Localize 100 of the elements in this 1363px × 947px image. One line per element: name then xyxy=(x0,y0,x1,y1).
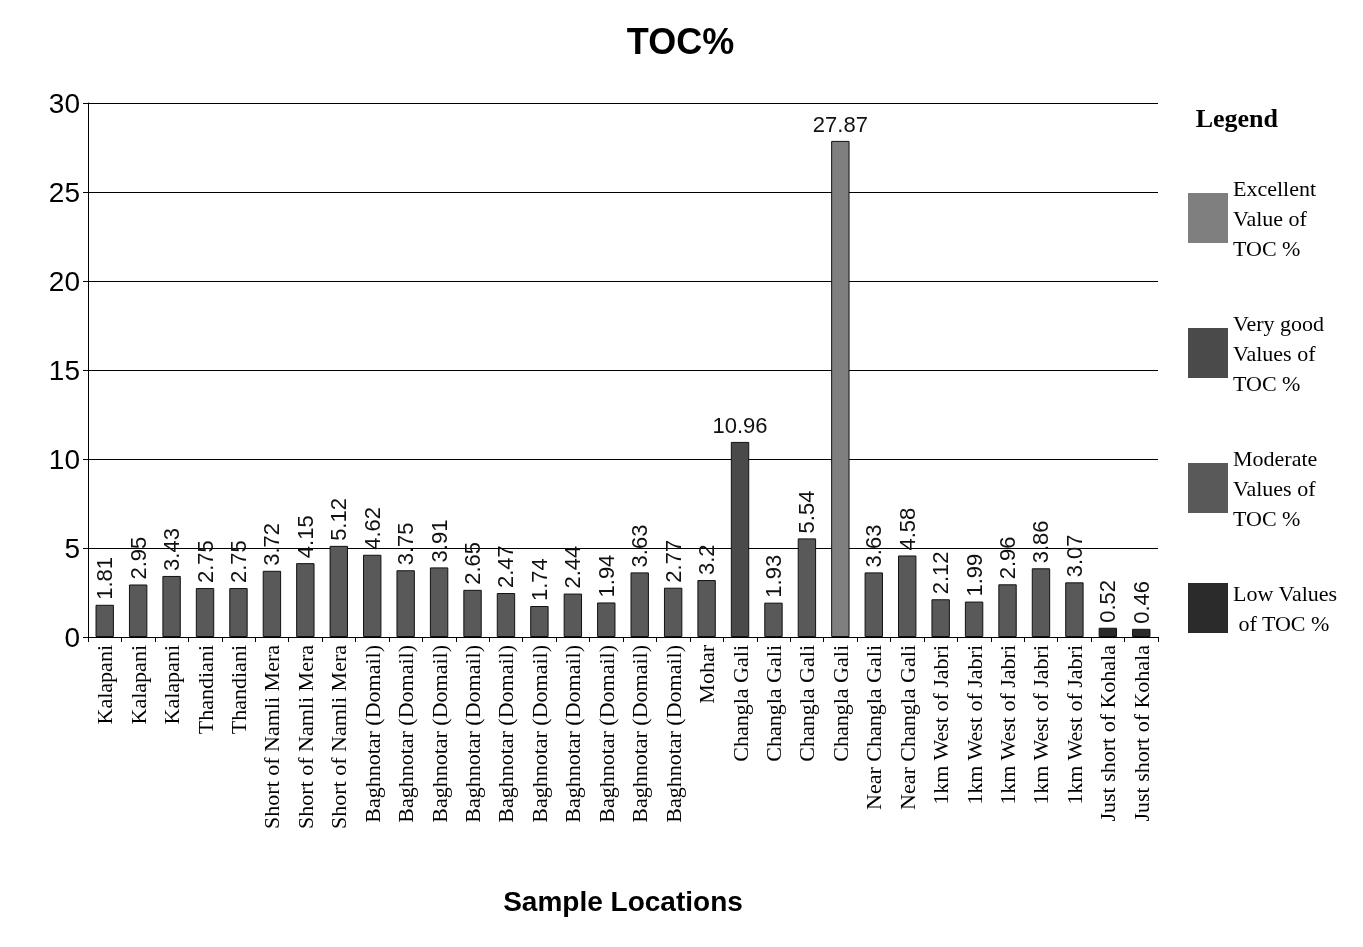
y-tick-label: 25 xyxy=(48,176,80,208)
bar xyxy=(797,538,817,637)
legend-label: Very good Values of TOC % xyxy=(1233,310,1330,396)
x-tick-label: Baghnotar (Domail) xyxy=(393,645,419,823)
y-tick-label: 15 xyxy=(48,354,80,386)
bar xyxy=(563,593,583,637)
data-label: 0.52 xyxy=(1095,579,1121,623)
x-tick-label: Thandiani xyxy=(225,645,251,735)
x-tick-label: 1km West of Jabri xyxy=(961,645,987,805)
data-label: 3.07 xyxy=(1061,534,1087,578)
data-label: 2.77 xyxy=(660,539,686,583)
data-label: 3.86 xyxy=(1028,520,1054,564)
data-label: 5.12 xyxy=(326,498,352,541)
bar xyxy=(663,587,683,637)
bar xyxy=(396,570,415,637)
bar xyxy=(95,604,114,637)
data-label: 2.65 xyxy=(460,542,486,585)
x-tick-label: Just short of Kohala xyxy=(1095,644,1121,822)
x-tick-label: Kalapani xyxy=(92,645,118,725)
bar xyxy=(764,602,783,637)
x-tick-label: Near Changla Gali xyxy=(861,645,887,810)
data-label: 3.63 xyxy=(861,524,887,568)
x-tick-label: Baghnotar (Domail) xyxy=(660,645,686,823)
x-tick-label: Baghnotar (Domail) xyxy=(593,645,619,823)
data-label: 1.74 xyxy=(526,558,552,602)
bar xyxy=(296,563,315,637)
bar xyxy=(630,572,649,637)
x-tick-label: Baghnotar (Domail) xyxy=(359,645,385,823)
bar xyxy=(1065,582,1084,637)
x-tick-label: Short of Namli Mera xyxy=(292,644,318,829)
x-tick-label: Baghnotar (Domail) xyxy=(526,645,552,823)
y-tick-label: 5 xyxy=(64,532,80,564)
bar xyxy=(496,593,516,637)
x-tick-label: Baghnotar (Domail) xyxy=(560,645,586,823)
data-label: 2.75 xyxy=(192,540,218,584)
x-tick-label: Changla Gali xyxy=(727,645,753,762)
data-label: 4.62 xyxy=(359,506,385,550)
x-tick-label: Baghnotar (Domail) xyxy=(426,645,452,823)
x-tick-label: 1km West of Jabri xyxy=(1061,645,1087,805)
x-tick-label: Just short of Kohala xyxy=(1128,644,1154,822)
bar xyxy=(898,555,917,637)
x-tick-label: Changla Gali xyxy=(760,645,786,762)
data-label: 3.43 xyxy=(159,528,185,571)
x-tick-label: Kalapani xyxy=(159,645,185,725)
bar xyxy=(329,545,348,637)
data-label: 4.58 xyxy=(894,507,920,551)
x-tick-label: Short of Namli Mera xyxy=(326,644,352,829)
data-label: 3.75 xyxy=(393,522,419,566)
bar xyxy=(864,572,883,637)
bar xyxy=(195,588,215,637)
bar xyxy=(463,589,482,637)
legend-label: Low Values of TOC % xyxy=(1233,580,1338,636)
bar xyxy=(429,567,449,637)
bar xyxy=(162,575,181,637)
data-label: 1.93 xyxy=(760,554,786,598)
y-tick-label: 20 xyxy=(48,265,80,297)
data-label: 3.2 xyxy=(694,544,720,576)
y-tick-label: 0 xyxy=(64,621,80,653)
bar xyxy=(1098,627,1118,637)
data-label: 3.72 xyxy=(259,522,285,566)
y-tick-label: 10 xyxy=(48,443,80,475)
chart-title: TOC% xyxy=(626,20,735,62)
x-tick-label: Baghnotar (Domail) xyxy=(493,645,519,823)
legend-title: Legend xyxy=(1195,103,1279,133)
x-tick-label: Mohar xyxy=(694,644,720,704)
data-label: 1.99 xyxy=(961,553,987,597)
data-label: 4.15 xyxy=(292,515,318,559)
legend-label: Excellent Value of TOC % xyxy=(1233,175,1322,261)
bar xyxy=(597,602,616,637)
data-label: 2.47 xyxy=(493,545,519,589)
bar xyxy=(831,140,850,637)
data-label: 2.96 xyxy=(995,536,1021,580)
data-label: 2.12 xyxy=(928,551,954,595)
bar xyxy=(1132,628,1151,637)
bar xyxy=(931,599,950,637)
y-tick-label: 30 xyxy=(48,87,80,119)
data-label: 1.94 xyxy=(593,554,619,598)
x-tick-label: Changla Gali xyxy=(827,645,853,762)
x-tick-label: 1km West of Jabri xyxy=(1028,645,1054,805)
data-label: 2.44 xyxy=(560,545,586,589)
bar xyxy=(229,588,248,637)
x-tick-label: 1km West of Jabri xyxy=(928,645,954,805)
x-tick-label: Kalapani xyxy=(125,645,151,725)
data-label: 3.63 xyxy=(627,524,653,568)
data-label: 2.75 xyxy=(225,540,251,584)
bar xyxy=(262,570,282,637)
bar xyxy=(730,441,750,637)
bar xyxy=(964,601,984,637)
data-label: 2.95 xyxy=(125,536,151,580)
data-label: 1.81 xyxy=(92,556,118,600)
x-tick-label: Short of Namli Mera xyxy=(259,644,285,829)
x-tick-label: 1km West of Jabri xyxy=(995,645,1021,805)
data-label: 5.54 xyxy=(794,490,820,534)
bar xyxy=(128,584,148,637)
x-axis-title: Sample Locations xyxy=(503,885,743,917)
bar xyxy=(363,554,382,637)
x-tick-label: Baghnotar (Domail) xyxy=(627,645,653,823)
bar xyxy=(998,584,1017,637)
x-tick-label: Baghnotar (Domail) xyxy=(460,645,486,823)
bar xyxy=(697,580,716,637)
